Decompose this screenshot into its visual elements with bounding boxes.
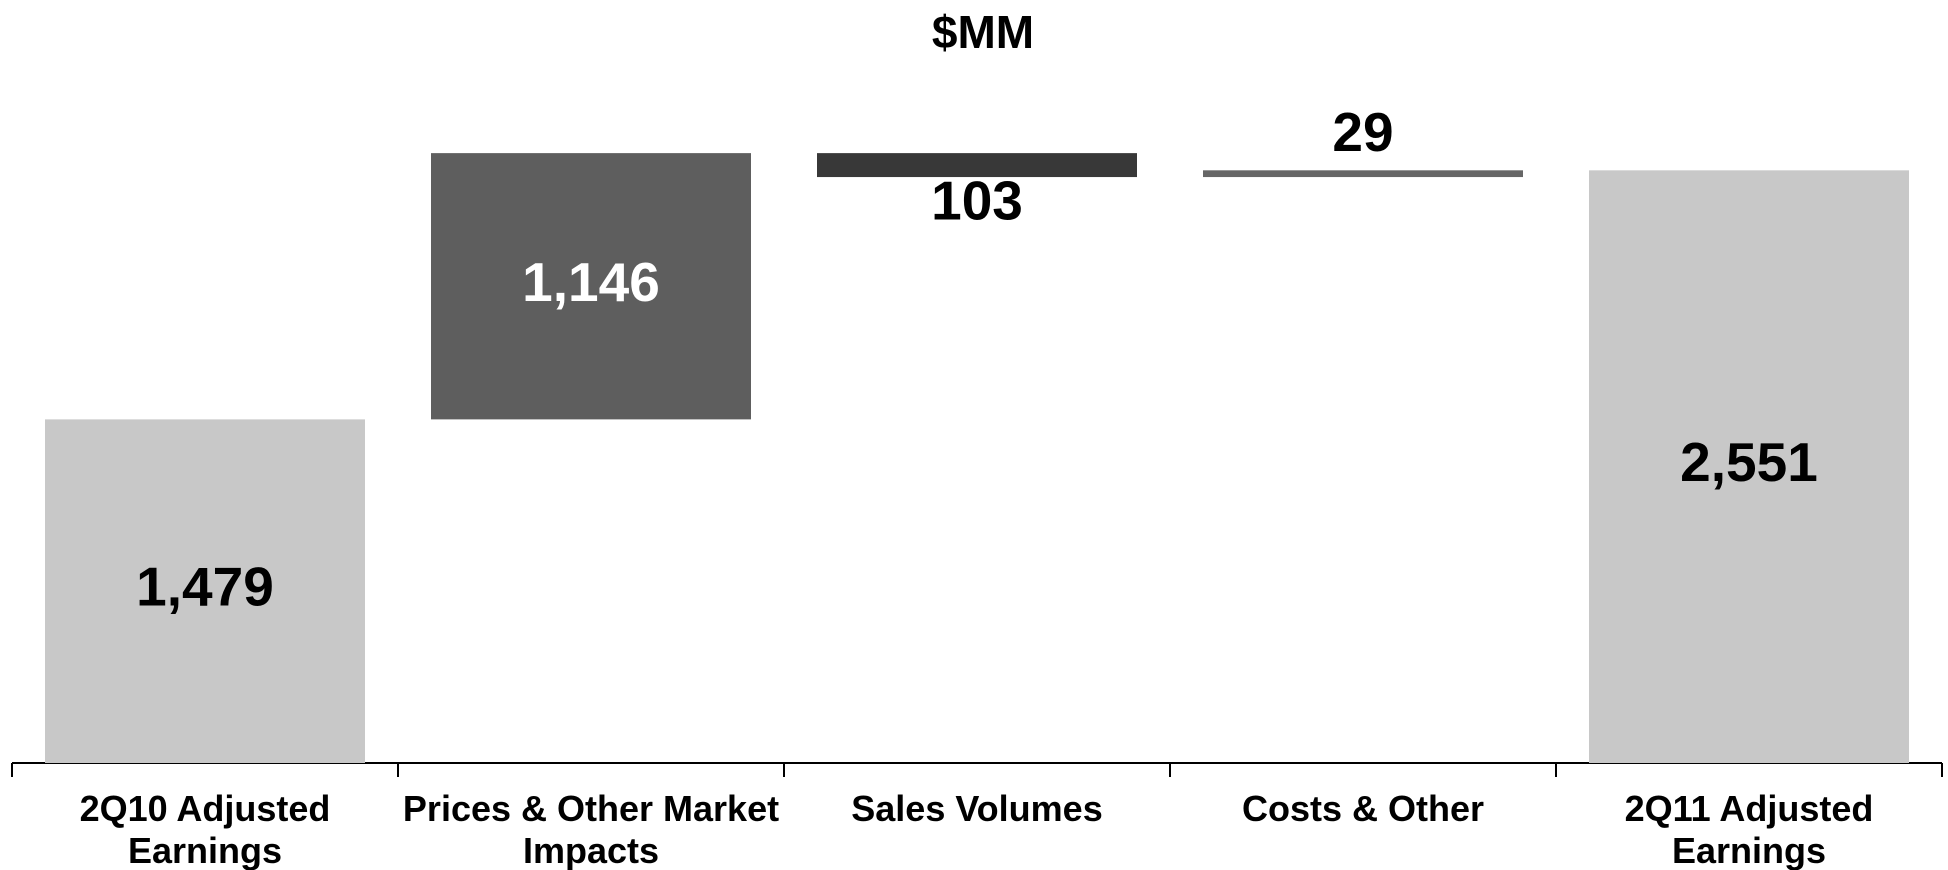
bar [1203, 170, 1523, 178]
x-tick-label: Prices & Other Market Impacts [402, 788, 780, 870]
x-tick-label: 2Q10 Adjusted Earnings [79, 788, 331, 870]
value-label: 2,551 [1680, 431, 1818, 493]
bar [817, 153, 1137, 178]
value-label: 1,479 [136, 556, 274, 618]
value-label: 103 [931, 170, 1023, 232]
value-label: 1,146 [522, 251, 660, 313]
x-tick-label: 2Q11 Adjusted Earnings [1624, 788, 1874, 870]
x-tick-label: Sales Volumes [851, 788, 1103, 829]
chart-title: $MM [932, 6, 1034, 58]
value-label: 29 [1332, 101, 1393, 163]
bar [431, 153, 751, 420]
bar [45, 419, 365, 763]
x-tick-label: Costs & Other [1241, 788, 1485, 829]
bar [1589, 170, 1909, 763]
